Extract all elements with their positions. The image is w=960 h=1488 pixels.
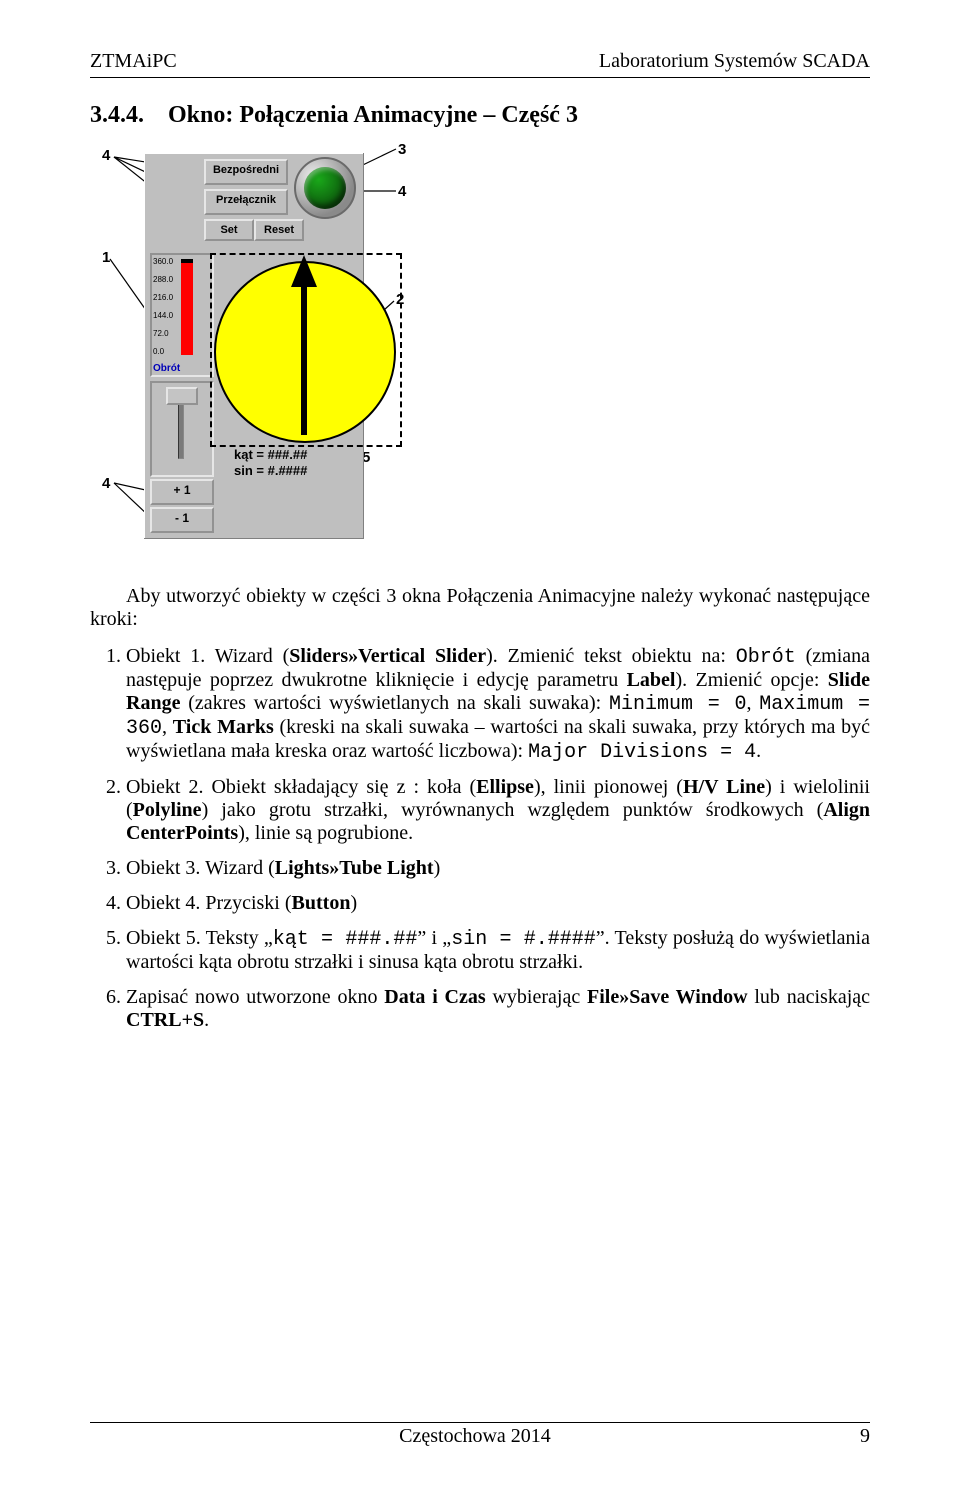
t: Button (292, 892, 351, 914)
step-4: Obiekt 4. Przyciski (Button) (126, 892, 870, 915)
gauge-tick: 144.0 (153, 311, 173, 320)
tube-light (294, 157, 356, 219)
formula-kat: kąt = ###.## (234, 447, 307, 463)
t: . (756, 740, 761, 762)
t: ) (434, 857, 441, 879)
footer-rule (90, 1422, 870, 1423)
step-1: Obiekt 1. Wizard (Sliders»Vertical Slide… (126, 645, 870, 764)
gauge-tick: 216.0 (153, 293, 173, 302)
embedded-screenshot: 4 3 4 1 2 4 5 Bezpośredni Przełącznik Se… (102, 141, 412, 571)
t: Label (627, 669, 676, 691)
t: Obrót (736, 646, 796, 669)
t: Obiekt 5. Teksty „ (126, 927, 273, 949)
t: Sliders»Vertical Slider (289, 645, 486, 667)
t: . (204, 1009, 209, 1031)
t: ” i „ (417, 927, 451, 949)
t: Polyline (133, 799, 202, 821)
t: wybierając (486, 986, 587, 1008)
t: H/V Line (683, 776, 765, 798)
gauge-label: Obrót (153, 363, 180, 374)
button-plus[interactable]: + 1 (150, 479, 214, 505)
step-2: Obiekt 2. Obiekt składający się z : koła… (126, 776, 870, 845)
t: Lights»Tube Light (275, 857, 434, 879)
gauge-tick: 0.0 (153, 347, 164, 356)
gauge-tick: 288.0 (153, 275, 173, 284)
t: ), linie są pogrubione. (238, 822, 413, 844)
ui-panel: Bezpośredni Przełącznik Set Reset 360.0 … (144, 153, 364, 539)
t: ). Zmienić opcje: (675, 669, 827, 691)
arrow-shaft (301, 265, 307, 435)
t: Tick Marks (173, 716, 274, 738)
footer-center: Częstochowa 2014 (399, 1425, 551, 1448)
t: CTRL+S (126, 1009, 204, 1031)
angle-formulas: kąt = ###.## sin = #.#### (234, 447, 307, 479)
t: ), linii pionowej ( (534, 776, 683, 798)
steps-list: Obiekt 1. Wizard (Sliders»Vertical Slide… (90, 645, 870, 1032)
t: Obiekt 2. Obiekt składający się z : koła… (126, 776, 476, 798)
step-5: Obiekt 5. Teksty „kąt = ###.##” i „sin =… (126, 927, 870, 974)
t: Obiekt 1. Wizard ( (126, 645, 289, 667)
gauge-tick: 360.0 (153, 257, 173, 266)
section-title: Okno: Połączenia Animacyjne – Część 3 (168, 102, 578, 128)
t: lub naciskając (748, 986, 870, 1008)
t: sin = #.#### (451, 928, 596, 951)
t: ) jako grotu strzałki, wyrównanych wzglę… (202, 799, 824, 821)
gauge-obrot: 360.0 288.0 216.0 144.0 72.0 0.0 Obrót (150, 253, 214, 377)
button-reset[interactable]: Reset (254, 219, 304, 241)
t: Ellipse (476, 776, 534, 798)
formula-sin: sin = #.#### (234, 463, 307, 479)
step-6: Zapisać nowo utworzone okno Data i Czas … (126, 986, 870, 1032)
t: (zakres wartości wyświetlanych na skali … (180, 692, 609, 714)
button-set[interactable]: Set (204, 219, 254, 241)
intro-paragraph: Aby utworzyć obiekty w części 3 okna Poł… (90, 585, 870, 631)
header-left: ZTMAiPC (90, 50, 177, 73)
header-right: Laboratorium Systemów SCADA (599, 50, 870, 73)
button-przelacznik[interactable]: Przełącznik (204, 189, 288, 215)
footer-page: 9 (860, 1425, 870, 1448)
t: File»Save Window (587, 986, 748, 1008)
t: ) (350, 892, 357, 914)
gauge-tick: 72.0 (153, 329, 169, 338)
arrow-head (291, 255, 317, 287)
header-rule (90, 77, 870, 78)
section-number: 3.4.4. (90, 102, 144, 128)
button-minus[interactable]: - 1 (150, 507, 214, 533)
step-3: Obiekt 3. Wizard (Lights»Tube Light) (126, 857, 870, 880)
t: kąt = ###.## (273, 928, 418, 951)
t: , (162, 716, 173, 738)
t: Obiekt 4. Przyciski ( (126, 892, 292, 914)
t: Major Divisions = 4 (528, 741, 756, 764)
t: Obiekt 3. Wizard ( (126, 857, 275, 879)
t: ). Zmienić tekst obiektu na: (486, 645, 736, 667)
t: Zapisać nowo utworzone okno (126, 986, 384, 1008)
footer: Częstochowa 2014 9 (90, 1412, 870, 1448)
vertical-slider[interactable] (150, 381, 214, 477)
button-bezposredni[interactable]: Bezpośredni (204, 159, 288, 185)
t: Minimum = 0 (609, 693, 747, 716)
section-heading: 3.4.4. Okno: Połączenia Animacyjne – Czę… (90, 102, 870, 129)
t: Data i Czas (384, 986, 485, 1008)
